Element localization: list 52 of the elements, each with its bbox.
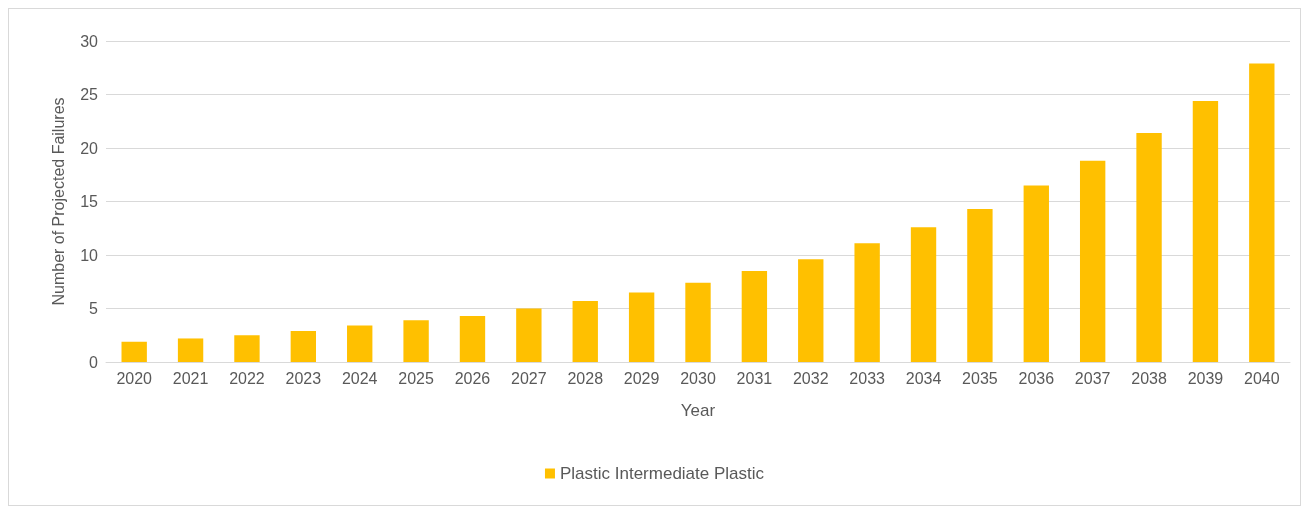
- bar: [234, 335, 260, 362]
- bar: [1136, 133, 1162, 362]
- bar: [347, 325, 373, 362]
- y-tick-label: 25: [80, 86, 99, 103]
- x-tick-label: 2026: [454, 369, 491, 387]
- y-axis-title: Number of Projected Failures: [49, 97, 67, 306]
- bar: [798, 259, 824, 362]
- legend-label: Plastic Intermediate Plastic: [559, 464, 765, 483]
- x-tick-label: 2022: [229, 369, 265, 387]
- bar: [967, 208, 993, 362]
- x-tick-label: 2035: [962, 369, 998, 387]
- bar: [1079, 160, 1106, 362]
- bar: [290, 330, 317, 362]
- x-tick-label: 2024: [341, 369, 378, 387]
- bar: [1249, 63, 1275, 362]
- bar: [1192, 100, 1219, 362]
- y-tick-label: 0: [89, 353, 99, 371]
- x-tick-label: 2030: [680, 369, 716, 387]
- y-tick-label: 10: [80, 246, 99, 264]
- bar: [628, 292, 655, 362]
- bar: [741, 271, 768, 362]
- x-axis-title: Year: [680, 401, 716, 420]
- x-tick-label: 2028: [567, 369, 604, 387]
- x-tick-label: 2031: [736, 369, 773, 387]
- x-tick-label: 2039: [1187, 369, 1224, 387]
- bar: [459, 315, 486, 362]
- x-tick-label: 2029: [623, 369, 660, 387]
- x-tick-label: 2036: [1018, 369, 1055, 387]
- x-tick-label: 2021: [172, 369, 209, 387]
- x-tick-label: 2033: [849, 369, 886, 387]
- x-tick-label: 2023: [285, 369, 322, 387]
- bar: [177, 338, 204, 362]
- y-tick-label: 20: [80, 139, 99, 157]
- y-tick-label: 30: [80, 32, 99, 50]
- bar: [121, 341, 147, 362]
- x-tick-label: 2034: [905, 369, 942, 387]
- x-tick-label: 2038: [1131, 369, 1167, 387]
- y-tick-label: 5: [89, 300, 99, 317]
- bar: [910, 227, 937, 362]
- bar: [854, 243, 880, 362]
- x-tick-label: 2037: [1074, 369, 1111, 387]
- x-tick-label: 2032: [792, 369, 829, 387]
- x-tick-label: 2027: [511, 369, 547, 387]
- bar: [1023, 185, 1049, 362]
- bar: [685, 282, 711, 362]
- bar: [403, 320, 429, 362]
- y-tick-label: 15: [80, 193, 99, 210]
- x-tick-label: 2020: [116, 369, 153, 387]
- bar: [516, 308, 542, 362]
- x-tick-label: 2025: [398, 369, 434, 387]
- bar: [572, 301, 598, 362]
- x-tick-label: 2040: [1244, 369, 1280, 387]
